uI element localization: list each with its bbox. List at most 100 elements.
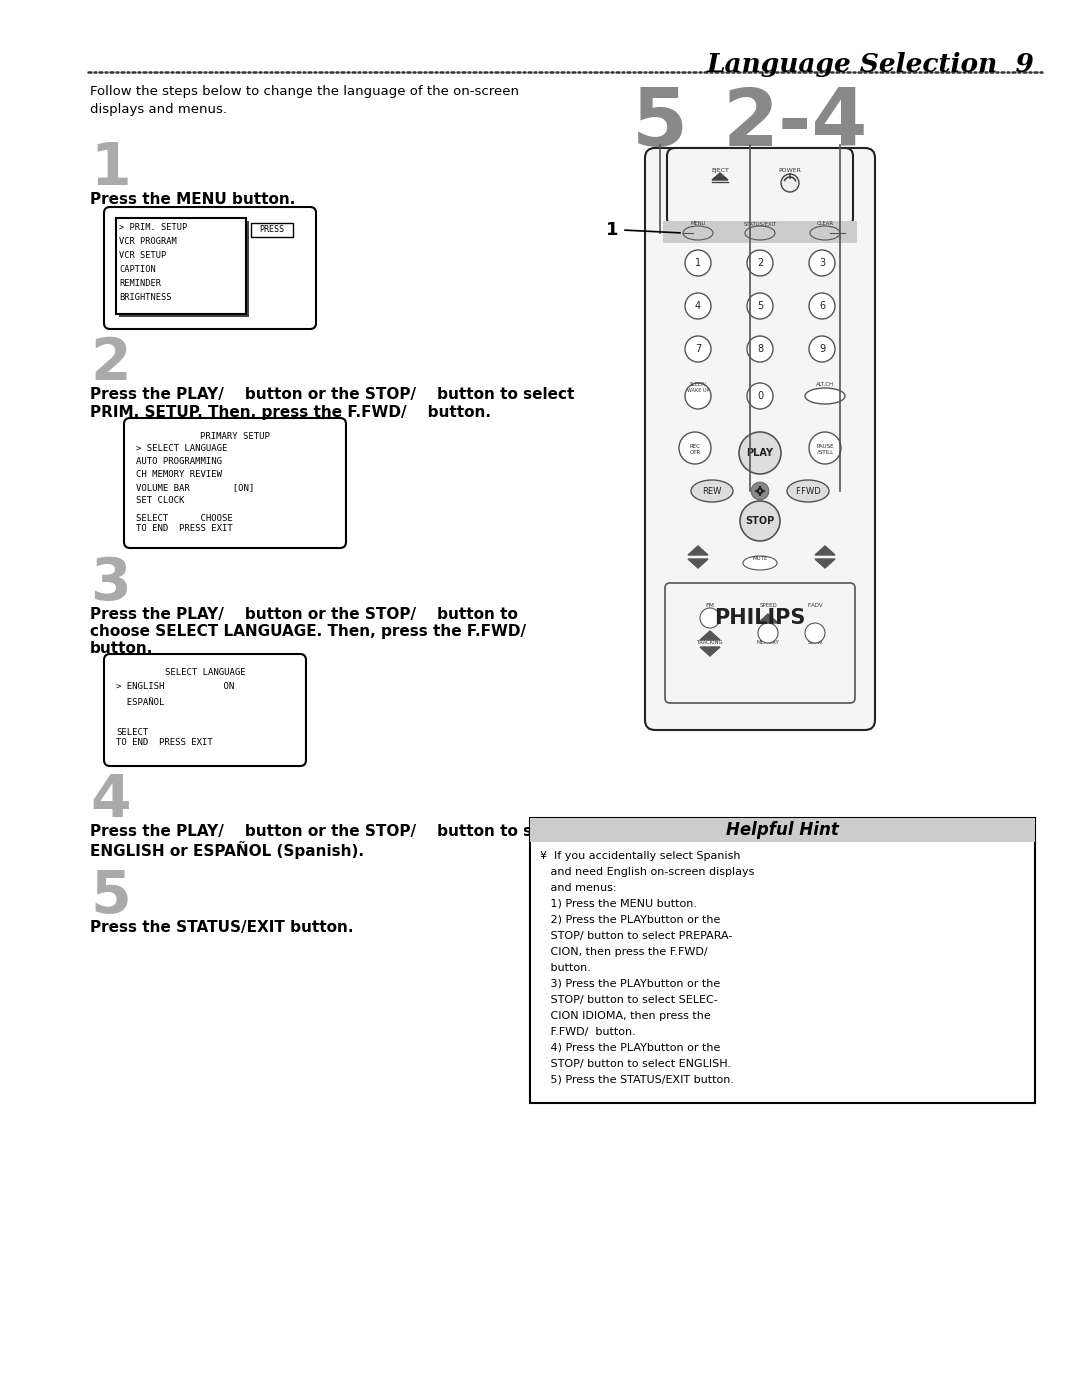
Text: 6: 6 [819, 300, 825, 312]
Circle shape [805, 623, 825, 643]
Circle shape [685, 250, 711, 277]
Text: button.: button. [90, 641, 153, 657]
Text: MUTE: MUTE [753, 556, 768, 562]
Text: 1: 1 [694, 258, 701, 268]
Polygon shape [688, 546, 708, 555]
Text: 5: 5 [632, 85, 688, 163]
Circle shape [758, 623, 778, 643]
Text: 8: 8 [757, 344, 764, 353]
Text: STOP/ button to select ENGLISH.: STOP/ button to select ENGLISH. [540, 1059, 731, 1069]
Text: STATUS/EXIT: STATUS/EXIT [743, 221, 777, 226]
Text: MEMORY: MEMORY [757, 640, 780, 645]
Bar [116, 218, 246, 314]
Ellipse shape [691, 481, 733, 502]
Text: 3) Press the PLAYbutton or the: 3) Press the PLAYbutton or the [540, 979, 720, 989]
Circle shape [809, 337, 835, 362]
Text: VCR PROGRAM: VCR PROGRAM [119, 237, 177, 246]
Text: SET CLOCK: SET CLOCK [136, 496, 185, 504]
Text: 1: 1 [90, 140, 131, 197]
Text: > ENGLISH           ON: > ENGLISH ON [116, 682, 234, 692]
Text: EJECT: EJECT [711, 168, 729, 173]
Circle shape [809, 432, 841, 464]
Circle shape [685, 293, 711, 319]
Circle shape [747, 337, 773, 362]
Text: SELECT
TO END  PRESS EXIT: SELECT TO END PRESS EXIT [116, 728, 213, 747]
Circle shape [740, 502, 780, 541]
Text: 2: 2 [90, 335, 131, 393]
Text: PRIM. SETUP. Then, press the F.FWD/    button.: PRIM. SETUP. Then, press the F.FWD/ butt… [90, 405, 491, 420]
Ellipse shape [743, 556, 777, 570]
Text: 2-4: 2-4 [723, 85, 867, 163]
Text: CH MEMORY REVIEW: CH MEMORY REVIEW [136, 469, 222, 479]
Text: VCR SETUP: VCR SETUP [119, 251, 166, 260]
Text: CION IDIOMA, then press the: CION IDIOMA, then press the [540, 1011, 711, 1021]
Circle shape [700, 608, 720, 629]
Circle shape [751, 482, 769, 500]
Polygon shape [700, 647, 720, 657]
Text: 9: 9 [819, 344, 825, 353]
Ellipse shape [810, 226, 840, 240]
Text: PAUSE
/STILL: PAUSE /STILL [816, 444, 834, 455]
Text: REW: REW [702, 486, 721, 496]
Ellipse shape [787, 481, 829, 502]
Bar [251, 224, 293, 237]
Text: Press the PLAY/    button or the STOP/    button to select: Press the PLAY/ button or the STOP/ butt… [90, 387, 575, 402]
FancyBboxPatch shape [104, 654, 306, 766]
Text: choose SELECT LANGUAGE. Then, press the F.FWD/: choose SELECT LANGUAGE. Then, press the … [90, 624, 526, 638]
Text: F.FWD/  button.: F.FWD/ button. [540, 1027, 636, 1037]
Text: FM: FM [705, 604, 715, 608]
Text: 5) Press the STATUS/EXIT button.: 5) Press the STATUS/EXIT button. [540, 1076, 734, 1085]
Text: PRIMARY SETUP: PRIMARY SETUP [200, 432, 270, 441]
Circle shape [747, 383, 773, 409]
Text: REMINDER: REMINDER [119, 279, 161, 288]
Text: ALT.CH: ALT.CH [815, 381, 834, 387]
Polygon shape [758, 615, 778, 623]
Text: BRIGHTNESS: BRIGHTNESS [119, 293, 172, 302]
Text: ¥  If you accidentally select Spanish: ¥ If you accidentally select Spanish [540, 851, 741, 861]
Text: 3: 3 [819, 258, 825, 268]
Text: Press the MENU button.: Press the MENU button. [90, 191, 295, 207]
FancyBboxPatch shape [665, 583, 855, 703]
Polygon shape [712, 173, 728, 180]
FancyBboxPatch shape [667, 148, 853, 226]
Polygon shape [815, 546, 835, 555]
Ellipse shape [683, 226, 713, 240]
Text: and menus:: and menus: [540, 883, 617, 893]
Text: ESPAÑOL: ESPAÑOL [116, 698, 164, 707]
Text: SLEEP/
WAKE UP: SLEEP/ WAKE UP [687, 381, 710, 393]
Circle shape [685, 337, 711, 362]
Bar [530, 819, 1035, 842]
Text: SPEED: SPEED [759, 604, 777, 608]
Polygon shape [815, 559, 835, 569]
Text: F.FWD: F.FWD [795, 486, 821, 496]
Text: 1) Press the MENU button.: 1) Press the MENU button. [540, 900, 697, 909]
Bar [663, 221, 858, 243]
Text: REC
OTR: REC OTR [689, 444, 701, 455]
Text: CLEAR: CLEAR [816, 221, 834, 226]
Text: 4: 4 [90, 773, 131, 828]
Text: 4) Press the PLAYbutton or the: 4) Press the PLAYbutton or the [540, 1044, 720, 1053]
Circle shape [809, 250, 835, 277]
Text: POWER: POWER [779, 168, 801, 173]
Text: SLOW: SLOW [808, 640, 823, 645]
Text: 0: 0 [757, 391, 764, 401]
Text: VOL.: VOL. [819, 550, 832, 556]
Text: 3: 3 [90, 555, 131, 612]
Text: > PRIM. SETUP: > PRIM. SETUP [119, 224, 187, 232]
Text: PRESS: PRESS [259, 225, 284, 235]
Text: Language Selection  9: Language Selection 9 [707, 52, 1035, 77]
Polygon shape [688, 559, 708, 569]
Circle shape [739, 432, 781, 474]
Text: Press the PLAY/    button or the STOP/    button to: Press the PLAY/ button or the STOP/ butt… [90, 608, 518, 622]
Circle shape [781, 175, 799, 191]
Text: ENGLISH or ESPAÑOL (Spanish).: ENGLISH or ESPAÑOL (Spanish). [90, 841, 364, 859]
Circle shape [747, 293, 773, 319]
Text: CAPTION: CAPTION [119, 265, 156, 274]
Text: AUTO PROGRAMMING: AUTO PROGRAMMING [136, 457, 222, 467]
Ellipse shape [745, 226, 775, 240]
Text: STOP/ button to select PREPARA-: STOP/ button to select PREPARA- [540, 930, 732, 942]
Text: Follow the steps below to change the language of the on-screen
displays and menu: Follow the steps below to change the lan… [90, 85, 519, 116]
Circle shape [809, 293, 835, 319]
Text: Press the STATUS/EXIT button.: Press the STATUS/EXIT button. [90, 921, 353, 935]
FancyBboxPatch shape [104, 207, 316, 330]
